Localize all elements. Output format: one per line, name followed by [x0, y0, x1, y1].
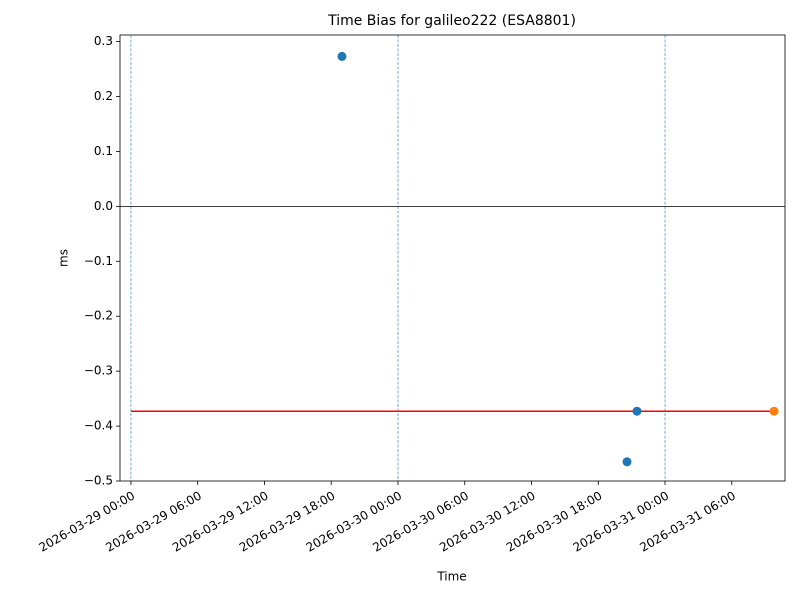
- y-tick-label: 0.0: [94, 199, 113, 213]
- y-tick-label: −0.1: [84, 254, 113, 268]
- y-tick-label: −0.5: [84, 474, 113, 488]
- y-tick-label: 0.2: [94, 89, 113, 103]
- data-point: [769, 406, 779, 416]
- data-point: [632, 406, 642, 416]
- y-tick-label: 0.3: [94, 34, 113, 48]
- y-tick-label: 0.1: [94, 144, 113, 158]
- chart-title: Time Bias for galileo222 (ESA8801): [327, 13, 576, 29]
- y-tick-label: −0.2: [84, 309, 113, 323]
- x-axis-label: Time: [436, 570, 466, 584]
- y-axis-label: ms: [57, 249, 71, 267]
- data-point: [337, 51, 347, 61]
- data-point: [622, 457, 632, 467]
- plot-frame: [119, 34, 786, 482]
- y-tick-label: −0.3: [84, 364, 113, 378]
- y-tick-label: −0.4: [84, 419, 113, 433]
